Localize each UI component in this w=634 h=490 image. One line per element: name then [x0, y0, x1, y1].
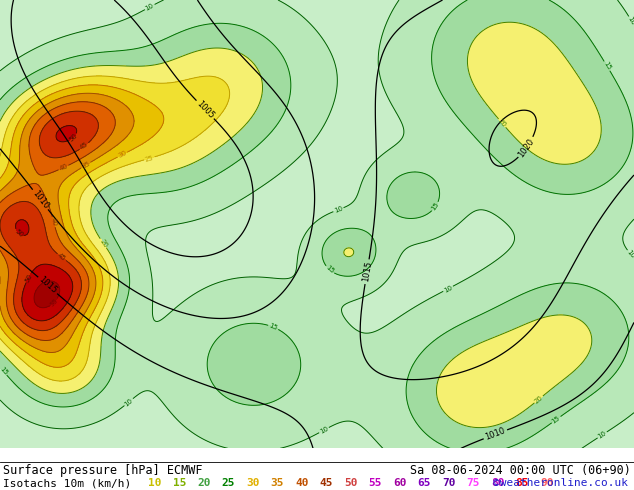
Text: 25: 25 — [221, 478, 235, 488]
Text: ©weatheronline.co.uk: ©weatheronline.co.uk — [493, 478, 628, 488]
Text: 10: 10 — [626, 249, 634, 260]
Text: 15: 15 — [430, 201, 441, 212]
Text: 55: 55 — [368, 478, 382, 488]
Text: 1015: 1015 — [37, 275, 58, 295]
Text: 75: 75 — [467, 478, 480, 488]
Text: 20: 20 — [497, 118, 507, 128]
Text: 20: 20 — [197, 478, 210, 488]
Text: 10: 10 — [148, 478, 162, 488]
Text: 40: 40 — [295, 478, 309, 488]
Text: 60: 60 — [393, 478, 406, 488]
Text: 15: 15 — [268, 322, 278, 332]
Text: 35: 35 — [271, 478, 284, 488]
Text: 80: 80 — [491, 478, 505, 488]
Text: 55: 55 — [49, 297, 59, 308]
Text: 40: 40 — [49, 217, 58, 227]
Text: 15: 15 — [551, 415, 562, 425]
Text: 50: 50 — [13, 228, 24, 239]
Text: 85: 85 — [515, 478, 529, 488]
Text: 10: 10 — [124, 397, 134, 407]
Text: 90: 90 — [540, 478, 553, 488]
Text: 45: 45 — [56, 252, 67, 262]
Text: 45: 45 — [320, 478, 333, 488]
Text: 1015: 1015 — [361, 261, 373, 283]
Text: 30: 30 — [117, 150, 128, 159]
Text: 20: 20 — [533, 394, 544, 405]
Text: Surface pressure [hPa] ECMWF: Surface pressure [hPa] ECMWF — [3, 464, 202, 477]
Text: Sa 08-06-2024 00:00 UTC (06+90): Sa 08-06-2024 00:00 UTC (06+90) — [410, 464, 631, 477]
Text: 1020: 1020 — [517, 136, 536, 159]
Text: 45: 45 — [79, 141, 89, 151]
Text: 35: 35 — [81, 160, 91, 170]
Text: 50: 50 — [344, 478, 358, 488]
Text: 10: 10 — [597, 430, 607, 440]
Text: 50: 50 — [24, 272, 34, 283]
Text: Isotachs 10m (km/h): Isotachs 10m (km/h) — [3, 478, 131, 488]
Text: 15: 15 — [602, 61, 612, 72]
Text: 20: 20 — [98, 238, 108, 248]
Text: 10: 10 — [443, 284, 453, 294]
Text: 30: 30 — [246, 478, 259, 488]
Text: 1005: 1005 — [195, 99, 216, 121]
Text: 10: 10 — [627, 16, 634, 26]
Text: 10: 10 — [333, 205, 344, 214]
Text: 1010: 1010 — [484, 426, 507, 442]
Text: 15: 15 — [0, 366, 8, 376]
Text: 40: 40 — [58, 163, 69, 172]
Text: 15: 15 — [172, 478, 186, 488]
Text: 50: 50 — [68, 132, 79, 143]
Text: 65: 65 — [418, 478, 431, 488]
Text: 10: 10 — [319, 425, 330, 435]
Text: 70: 70 — [442, 478, 455, 488]
Text: 1010: 1010 — [30, 189, 50, 211]
Text: 25: 25 — [145, 154, 155, 163]
Text: 15: 15 — [325, 265, 335, 275]
Text: 10: 10 — [145, 2, 155, 12]
